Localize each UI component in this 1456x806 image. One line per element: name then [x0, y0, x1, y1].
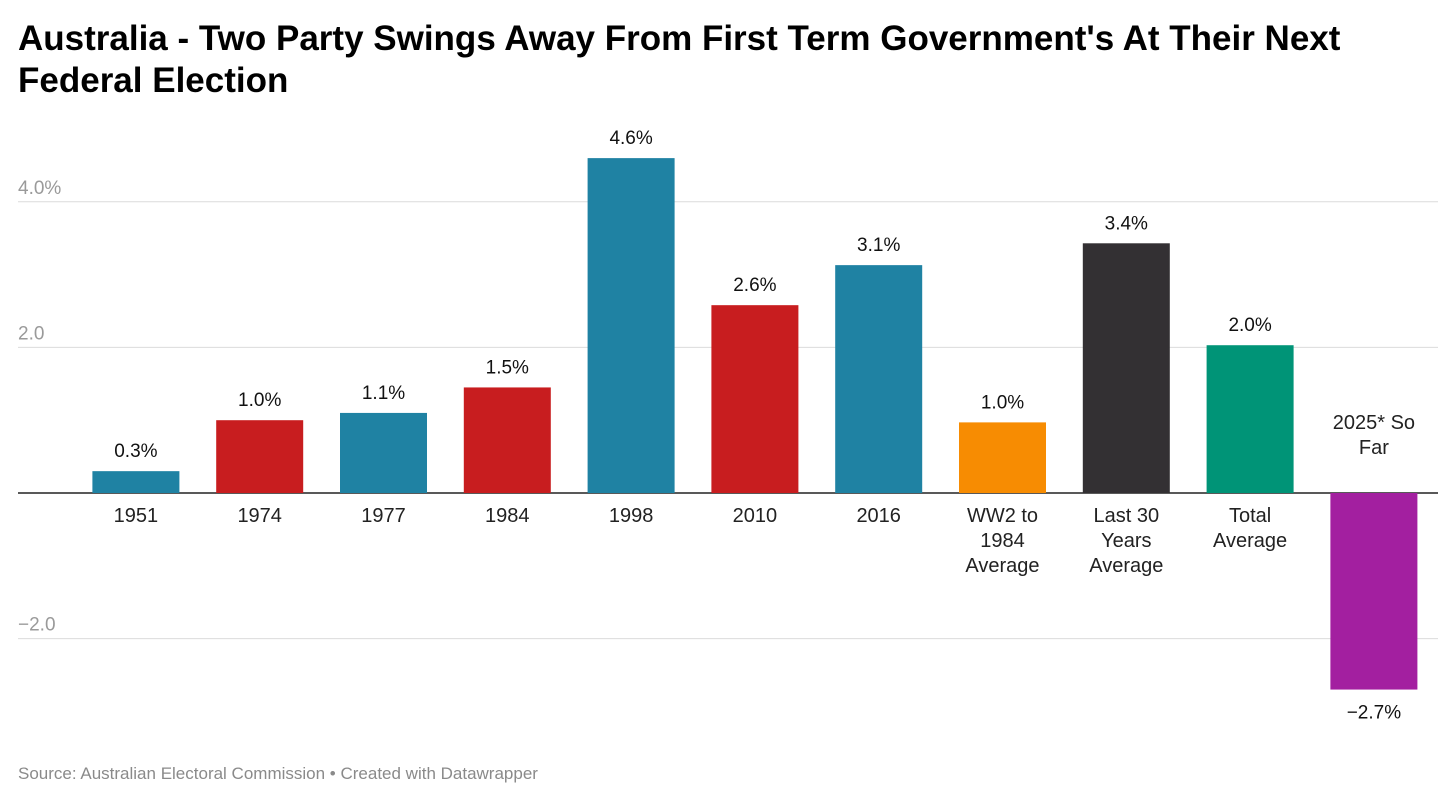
- category-label: 1951: [114, 505, 159, 527]
- category-label: WW2 to: [967, 505, 1038, 527]
- category-label: 2016: [856, 505, 901, 527]
- bar-value-label: 4.6%: [609, 128, 652, 149]
- source-note: Source: Australian Electoral Commission …: [18, 764, 538, 783]
- bar-value-label: 3.4%: [1105, 213, 1148, 234]
- y-tick-label: 2.0: [18, 323, 44, 344]
- bar: [1082, 243, 1170, 493]
- bar-value-label: −2.7%: [1347, 703, 1402, 724]
- category-label: 2025* So: [1333, 412, 1415, 434]
- category-label: 1977: [361, 505, 406, 527]
- bar: [1330, 493, 1418, 690]
- category-label: 1984: [485, 505, 530, 527]
- y-tick-label: 4.0%: [18, 178, 61, 199]
- bar-value-label: 1.0%: [238, 390, 281, 411]
- bar: [959, 422, 1046, 493]
- bar: [340, 412, 427, 493]
- category-label: Years: [1101, 530, 1151, 552]
- bar: [711, 305, 799, 493]
- bar: [92, 471, 180, 493]
- bars: [92, 158, 1418, 690]
- bar-value-label: 2.6%: [733, 275, 776, 296]
- category-label: 1974: [237, 505, 282, 527]
- y-tick-label: −2.0: [18, 615, 56, 636]
- bar-value-label: 2.0%: [1228, 315, 1271, 336]
- category-label: 1998: [609, 505, 654, 527]
- category-label: 2010: [733, 505, 778, 527]
- bar-value-label: 1.5%: [486, 357, 529, 378]
- category-label: Total: [1229, 505, 1271, 527]
- bar: [587, 158, 675, 493]
- bar-value-label: 0.3%: [114, 441, 157, 462]
- bar: [835, 265, 923, 493]
- category-label: 1984: [980, 530, 1025, 552]
- bar: [216, 420, 304, 493]
- bar-value-label: 3.1%: [857, 235, 900, 256]
- bar-value-label: 1.0%: [981, 392, 1024, 413]
- category-label: Average: [1213, 530, 1287, 552]
- bar: [463, 387, 551, 493]
- category-label: Last 30: [1093, 505, 1159, 527]
- category-label: Average: [965, 555, 1039, 577]
- bar: [1206, 345, 1294, 493]
- chart-title: Australia - Two Party Swings Away From F…: [18, 19, 1341, 100]
- bar-value-label: 1.1%: [362, 383, 405, 404]
- category-label: Far: [1359, 437, 1389, 459]
- labels: 4.0% 2.0 −2.0 0.3% 1951 1.0% 1974 1.1% 1977 1.5% 1…: [18, 128, 1415, 723]
- category-label: Average: [1089, 555, 1163, 577]
